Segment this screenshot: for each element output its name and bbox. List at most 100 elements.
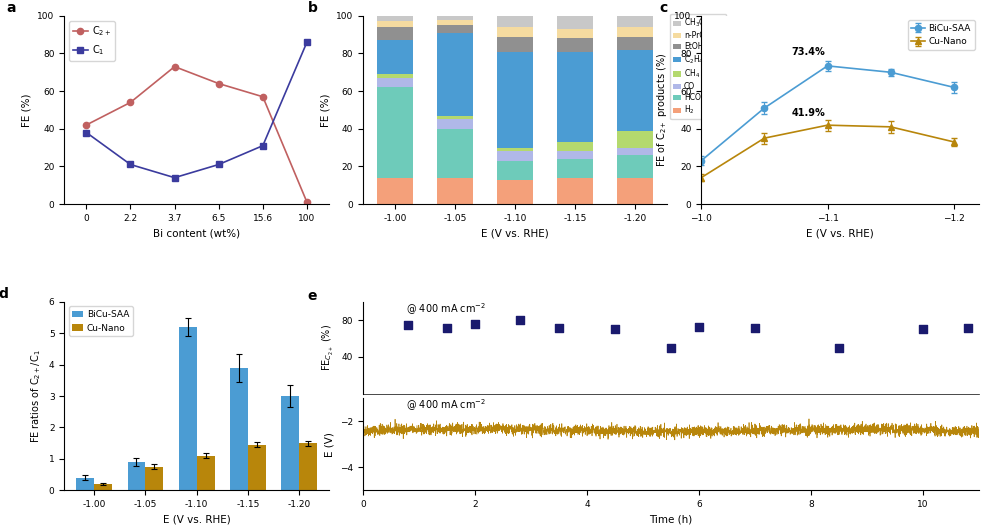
C$_{1}$ bbox=[80, 129, 92, 135]
Bar bbox=[497, 161, 533, 180]
Legend: C$_{2+}$, C$_{1}$: C$_{2+}$, C$_{1}$ bbox=[69, 21, 115, 61]
Text: d: d bbox=[0, 287, 8, 301]
Point bbox=[831, 344, 847, 352]
Bar bbox=[437, 19, 473, 25]
Point bbox=[691, 323, 707, 331]
Text: @ 400 mA cm$^{-2}$: @ 400 mA cm$^{-2}$ bbox=[406, 397, 486, 413]
C$_{1}$ bbox=[301, 39, 313, 45]
C$_{2+}$ bbox=[80, 122, 92, 128]
Bar bbox=[145, 466, 163, 490]
Bar bbox=[76, 477, 94, 490]
Bar bbox=[557, 38, 593, 52]
X-axis label: Bi content (wt%): Bi content (wt%) bbox=[153, 228, 240, 238]
C$_{2+}$ bbox=[169, 63, 181, 70]
C$_{1}$ bbox=[213, 161, 225, 168]
Bar bbox=[377, 78, 412, 87]
Line: C$_{1}$: C$_{1}$ bbox=[83, 39, 311, 181]
C$_{1}$ bbox=[125, 161, 136, 168]
Bar bbox=[437, 119, 473, 129]
Bar bbox=[437, 33, 473, 115]
Bar bbox=[377, 74, 412, 78]
Bar bbox=[299, 443, 316, 490]
Bar bbox=[437, 129, 473, 178]
Bar bbox=[497, 27, 533, 36]
Text: @ 400 mA cm$^{-2}$: @ 400 mA cm$^{-2}$ bbox=[406, 301, 486, 317]
Legend: BiCu-SAA, Cu-Nano: BiCu-SAA, Cu-Nano bbox=[69, 306, 133, 336]
Bar bbox=[617, 131, 654, 148]
Bar bbox=[377, 87, 412, 178]
Y-axis label: E (V): E (V) bbox=[324, 432, 334, 456]
Bar bbox=[179, 327, 197, 490]
Point bbox=[467, 320, 483, 328]
Y-axis label: FE (%): FE (%) bbox=[22, 93, 32, 126]
Y-axis label: FE of C$_{2+}$ products (%): FE of C$_{2+}$ products (%) bbox=[655, 53, 669, 167]
X-axis label: E (V vs. RHE): E (V vs. RHE) bbox=[163, 514, 230, 524]
Point bbox=[551, 324, 567, 332]
Point bbox=[400, 320, 415, 329]
Point bbox=[915, 325, 931, 334]
Bar bbox=[617, 178, 654, 204]
C$_{1}$ bbox=[169, 174, 181, 181]
C$_{2+}$ bbox=[125, 99, 136, 105]
Bar bbox=[497, 36, 533, 52]
Bar bbox=[197, 456, 215, 490]
Bar bbox=[557, 16, 593, 29]
Bar bbox=[437, 178, 473, 204]
Y-axis label: FE$_{C_{2+}}$ (%): FE$_{C_{2+}}$ (%) bbox=[321, 324, 336, 372]
Bar bbox=[497, 180, 533, 204]
Bar bbox=[497, 148, 533, 151]
Point bbox=[439, 324, 455, 332]
Bar bbox=[557, 142, 593, 151]
Text: b: b bbox=[309, 1, 317, 15]
Bar bbox=[437, 115, 473, 119]
Legend: CH$_3$COOH, n-PrOH, EtOH, C$_2$H$_4$, CH$_4$, CO, HCOOH, H$_2$: CH$_3$COOH, n-PrOH, EtOH, C$_2$H$_4$, CH… bbox=[671, 14, 726, 120]
Bar bbox=[229, 368, 248, 490]
Legend: BiCu-SAA, Cu-Nano: BiCu-SAA, Cu-Nano bbox=[908, 21, 974, 50]
Point bbox=[512, 316, 528, 325]
Bar bbox=[377, 22, 412, 27]
X-axis label: E (V vs. RHE): E (V vs. RHE) bbox=[482, 228, 549, 238]
Bar bbox=[128, 462, 145, 490]
Bar bbox=[617, 148, 654, 155]
Bar bbox=[557, 151, 593, 159]
Bar bbox=[377, 27, 412, 40]
Point bbox=[747, 324, 763, 332]
Point bbox=[663, 344, 678, 352]
Bar bbox=[557, 159, 593, 178]
Y-axis label: FE ratios of C$_{2+}$/C$_{1}$: FE ratios of C$_{2+}$/C$_{1}$ bbox=[30, 349, 44, 443]
Bar bbox=[437, 25, 473, 33]
Text: 41.9%: 41.9% bbox=[791, 108, 826, 118]
Bar bbox=[377, 16, 412, 22]
Bar bbox=[94, 484, 112, 490]
Text: a: a bbox=[6, 1, 16, 15]
Point bbox=[960, 324, 976, 332]
Point bbox=[607, 325, 623, 334]
Bar bbox=[617, 155, 654, 178]
C$_{2+}$ bbox=[213, 81, 225, 87]
Text: e: e bbox=[308, 289, 316, 303]
Bar bbox=[617, 16, 654, 27]
Bar bbox=[377, 178, 412, 204]
Bar bbox=[557, 29, 593, 38]
Line: C$_{2+}$: C$_{2+}$ bbox=[83, 63, 311, 206]
Text: 73.4%: 73.4% bbox=[791, 47, 826, 57]
Bar bbox=[617, 27, 654, 36]
Bar bbox=[281, 396, 299, 490]
Bar bbox=[617, 50, 654, 131]
C$_{2+}$ bbox=[301, 199, 313, 206]
Bar bbox=[437, 16, 473, 19]
Bar bbox=[557, 52, 593, 142]
Bar bbox=[497, 151, 533, 161]
Bar bbox=[248, 445, 266, 490]
C$_{1}$ bbox=[257, 142, 269, 149]
Bar bbox=[377, 40, 412, 74]
Bar bbox=[497, 52, 533, 148]
Text: c: c bbox=[660, 1, 668, 15]
Bar bbox=[497, 16, 533, 27]
X-axis label: Time (h): Time (h) bbox=[650, 514, 692, 524]
Bar bbox=[557, 178, 593, 204]
Bar bbox=[617, 36, 654, 50]
Y-axis label: FE (%): FE (%) bbox=[320, 93, 330, 126]
X-axis label: E (V vs. RHE): E (V vs. RHE) bbox=[806, 228, 874, 238]
C$_{2+}$ bbox=[257, 94, 269, 100]
